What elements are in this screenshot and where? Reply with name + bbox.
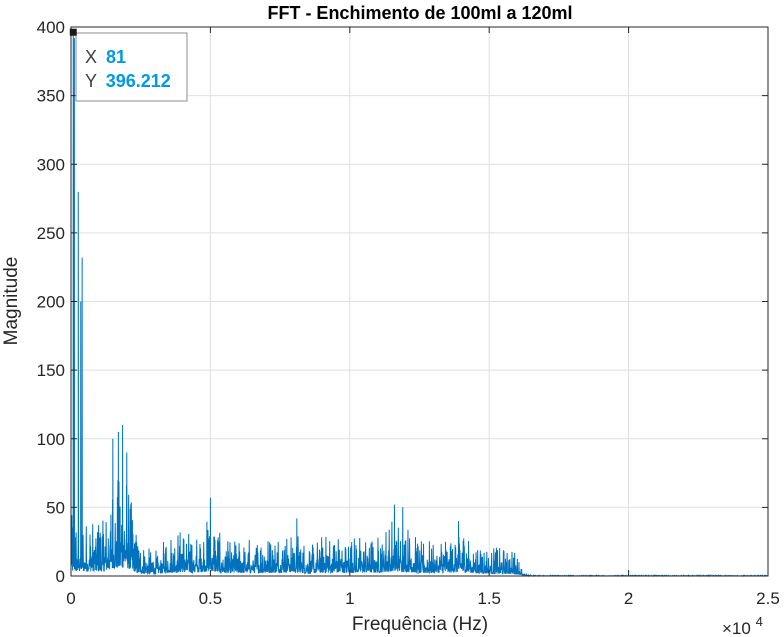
datatip-x-value: 81	[106, 47, 126, 67]
svg-text:×10 4: ×10 4	[722, 614, 763, 637]
y-tick-label: 200	[37, 293, 65, 312]
y-tick-label: 50	[46, 498, 65, 517]
x-tick-label: 0.5	[199, 589, 223, 608]
y-tick-label: 400	[37, 18, 65, 37]
x-tick-label: 1	[345, 589, 354, 608]
x-tick-label: 1.5	[477, 589, 501, 608]
x-tick-label: 2	[624, 589, 633, 608]
y-tick-label: 100	[37, 430, 65, 449]
fft-magnitude-line	[70, 32, 769, 578]
plot-area	[70, 32, 769, 578]
datatip-y-value: 396.212	[106, 71, 171, 91]
datatip-marker	[69, 28, 77, 36]
grid	[71, 27, 768, 576]
chart-title: FFT - Enchimento de 100ml a 120ml	[267, 3, 572, 23]
svg-text:X 81: X 81	[85, 47, 126, 67]
datatip[interactable]: X 81 Y 396.212	[69, 28, 188, 102]
y-tick-label: 150	[37, 361, 65, 380]
datatip-box	[75, 32, 188, 102]
axis-ticks: 0 0.5 1 1.5 2 2.5 0 50 100 150 200 250 300 350 400	[37, 18, 780, 608]
exponent-power: 4	[756, 614, 763, 629]
exponent-base: ×10	[722, 619, 751, 637]
x-axis-exponent: ×10 4	[722, 614, 763, 637]
datatip-x-label: X	[85, 47, 97, 67]
x-tick-label: 0	[66, 589, 75, 608]
y-tick-label: 300	[37, 155, 65, 174]
x-axis-label: Frequência (Hz)	[352, 614, 488, 635]
svg-text:Y 396.212: Y 396.212	[85, 71, 171, 91]
y-tick-label: 0	[56, 567, 65, 586]
x-tick-label: 2.5	[756, 589, 780, 608]
y-tick-label: 250	[37, 224, 65, 243]
y-axis-label: Magnitude	[1, 257, 22, 346]
y-tick-label: 350	[37, 87, 65, 106]
datatip-y-label: Y	[85, 71, 97, 91]
